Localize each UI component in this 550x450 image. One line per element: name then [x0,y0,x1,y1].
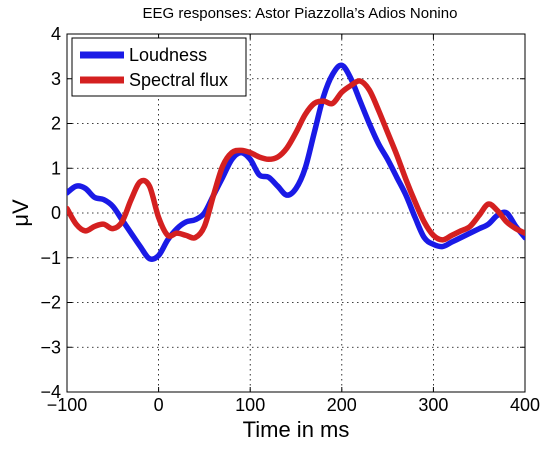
y-tick-label: −1 [40,248,61,268]
axis-ticks: −100 0 100 200 300 400 −4 −3 −2 −1 0 1 2 3 4 [40,24,540,415]
x-tick-label: 200 [327,395,357,415]
data-series [67,62,525,262]
y-tick-label: 2 [51,114,61,134]
series-line-loudness [67,62,525,262]
legend-label-loudness: Loudness [129,45,207,65]
legend-label-spectral-flux: Spectral flux [129,70,228,90]
series-line-spectral-flux [67,78,525,243]
legend-box [71,37,247,97]
x-tick-label: 0 [154,395,164,415]
chart-title: EEG responses: Astor Piazzolla’s Adios N… [143,5,458,22]
y-axis-title: μV [8,199,33,227]
y-tick-label: 3 [51,69,61,89]
x-tick-label: −100 [47,395,88,415]
y-tick-label: −2 [40,293,61,313]
legend: Loudness Spectral flux [71,37,247,97]
y-tick-label: 4 [51,24,61,44]
x-tick-label: 400 [510,395,540,415]
y-tick-label: 1 [51,158,61,178]
x-tick-label: 100 [235,395,265,415]
y-tick-label: 0 [51,203,61,223]
y-tick-label: −3 [40,337,61,357]
y-tick-label: −4 [40,382,61,402]
x-axis-title: Time in ms [243,417,350,442]
x-tick-label: 300 [418,395,448,415]
